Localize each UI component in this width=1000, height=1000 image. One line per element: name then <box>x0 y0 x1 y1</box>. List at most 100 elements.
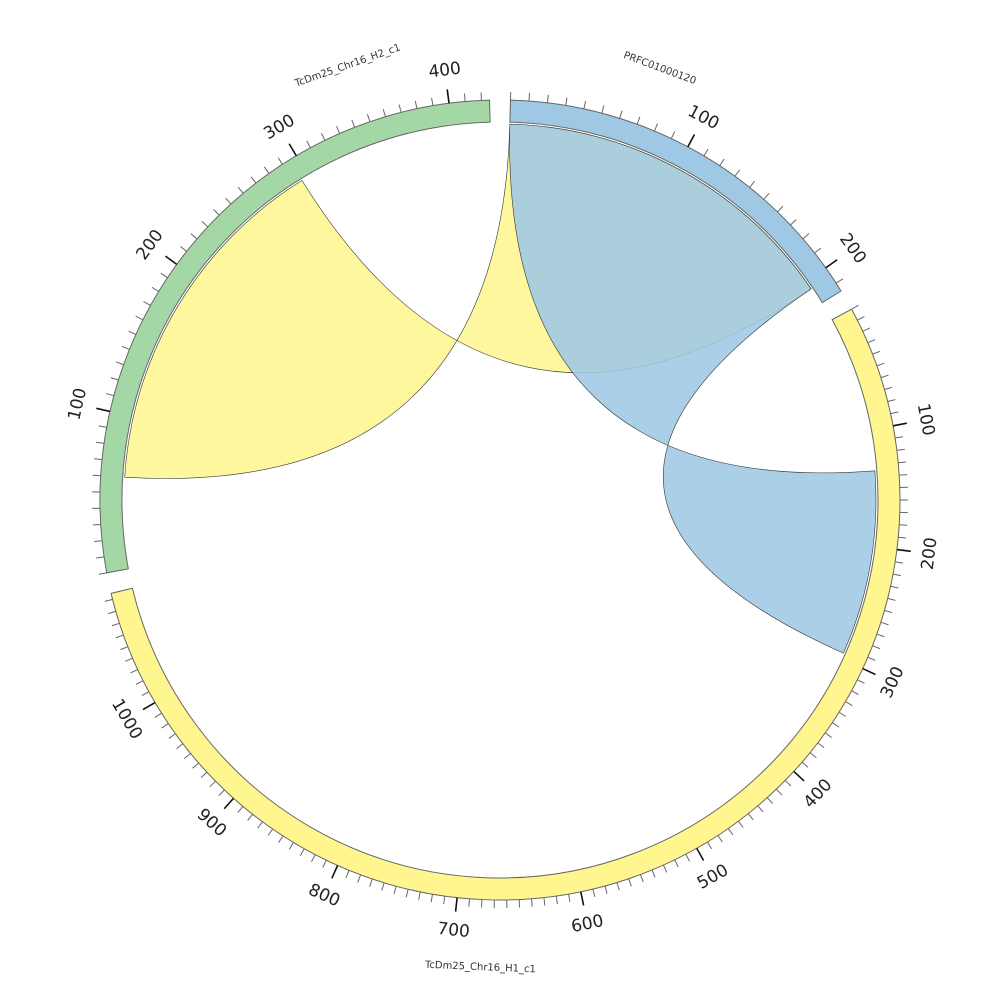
minor-tick <box>892 573 902 577</box>
minor-tick <box>115 361 124 366</box>
minor-tick <box>130 669 138 674</box>
minor-tick <box>727 828 734 836</box>
minor-tick <box>111 622 120 627</box>
segment-name-label-0: PRFC01000120 <box>622 50 698 87</box>
minor-tick <box>616 882 620 891</box>
minor-tick <box>568 893 571 903</box>
minor-tick <box>899 524 908 526</box>
minor-tick <box>734 169 741 177</box>
minor-tick <box>719 158 725 167</box>
links-layer <box>124 123 877 654</box>
minor-tick <box>583 100 587 109</box>
minor-tick <box>543 897 546 906</box>
minor-tick <box>168 733 176 739</box>
minor-tick <box>757 805 764 813</box>
minor-tick <box>161 723 169 729</box>
minor-tick <box>96 441 105 444</box>
minor-tick <box>880 621 889 626</box>
minor-tick <box>880 374 889 379</box>
major-tick <box>142 701 156 711</box>
major-tick <box>454 897 458 912</box>
minor-tick <box>125 657 133 662</box>
segment-arc-2 <box>99 99 491 574</box>
tick-label: 800 <box>305 880 343 911</box>
minor-tick <box>601 105 605 114</box>
minor-tick <box>104 598 113 602</box>
minor-tick <box>121 345 130 350</box>
minor-tick <box>278 835 284 843</box>
minor-tick <box>565 97 568 106</box>
minor-tick <box>288 842 294 850</box>
minor-tick <box>443 896 446 905</box>
minor-tick <box>180 246 187 252</box>
minor-tick <box>250 176 257 184</box>
minor-tick <box>851 304 859 310</box>
major-tick <box>96 407 111 413</box>
minor-tick <box>105 393 114 397</box>
tick-label: 900 <box>193 805 231 842</box>
minor-tick <box>351 119 356 128</box>
tick-label: 100 <box>64 386 91 422</box>
tick-label: 100 <box>684 101 722 134</box>
minor-tick <box>884 609 893 614</box>
minor-tick <box>766 797 773 804</box>
minor-tick <box>592 888 596 897</box>
minor-tick <box>381 882 385 891</box>
segment-arc-1 <box>110 308 901 901</box>
minor-tick <box>763 192 770 200</box>
minor-tick <box>299 848 305 857</box>
minor-tick <box>814 247 822 254</box>
minor-tick <box>895 436 904 439</box>
minor-tick <box>895 561 904 564</box>
major-tick <box>164 255 178 266</box>
minor-tick <box>143 301 151 306</box>
minor-tick <box>94 540 103 543</box>
minor-tick <box>257 821 263 829</box>
major-tick <box>331 865 339 879</box>
tick-label: 400 <box>800 775 837 812</box>
minor-tick <box>872 350 881 355</box>
tick-label: 700 <box>436 919 470 942</box>
minor-tick <box>898 536 907 539</box>
minor-tick <box>838 711 847 717</box>
link-ribbon-1 <box>509 123 877 654</box>
minor-tick <box>619 110 623 119</box>
minor-tick <box>405 889 409 898</box>
minor-tick <box>115 634 124 639</box>
minor-tick <box>776 788 783 796</box>
minor-tick <box>154 712 162 718</box>
minor-tick <box>737 820 744 828</box>
segment-name-label-2: TcDm25_Chr16_H2_c1 <box>293 42 402 89</box>
major-tick <box>288 143 297 157</box>
minor-tick <box>703 148 709 157</box>
minor-tick <box>263 166 270 174</box>
minor-tick <box>857 679 865 684</box>
tick-label: 600 <box>570 911 606 937</box>
minor-tick <box>887 597 896 601</box>
minor-tick <box>528 93 531 102</box>
minor-tick <box>884 386 893 391</box>
minor-tick <box>247 813 253 821</box>
minor-tick <box>531 898 533 907</box>
minor-tick <box>628 878 632 887</box>
minor-tick <box>160 272 168 279</box>
minor-tick <box>857 316 865 321</box>
minor-tick <box>670 131 676 139</box>
tick-label: 300 <box>877 664 909 702</box>
minor-tick <box>887 399 896 403</box>
minor-tick <box>414 100 418 109</box>
minor-tick <box>96 556 105 559</box>
minor-tick <box>636 116 641 125</box>
minor-tick <box>717 835 723 843</box>
tick-label: 200 <box>132 226 167 264</box>
minor-tick <box>802 233 810 240</box>
minor-tick <box>674 859 679 868</box>
segments-layer <box>99 99 901 901</box>
segment-name-label-1: TcDm25_Chr16_H1_c1 <box>424 960 536 976</box>
minor-tick <box>110 377 119 381</box>
minor-tick <box>685 853 690 862</box>
minor-tick <box>336 126 341 134</box>
minor-tick <box>120 646 129 651</box>
minor-tick <box>192 762 199 769</box>
minor-tick <box>108 610 116 615</box>
